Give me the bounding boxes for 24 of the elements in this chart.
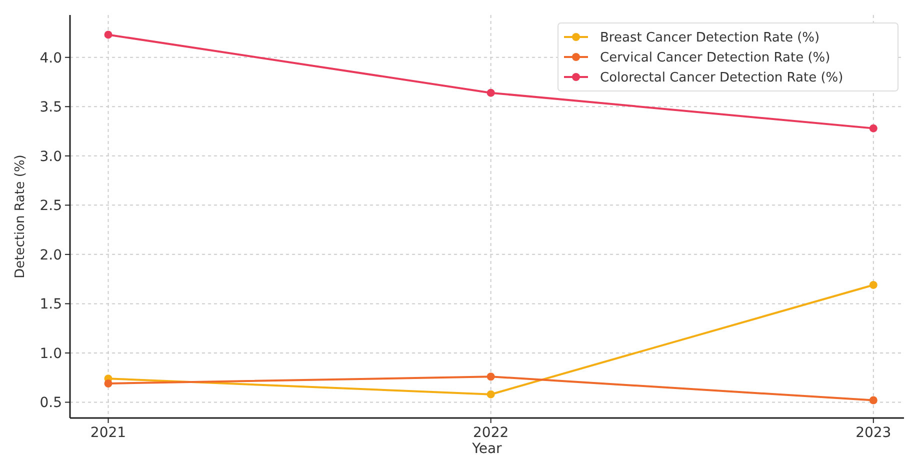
point xyxy=(104,30,112,39)
legend-label: Breast Cancer Detection Rate (%) xyxy=(600,30,820,46)
y-tick-label: 3.0 xyxy=(40,148,62,165)
point xyxy=(486,88,495,97)
y-tick-label: 1.5 xyxy=(40,296,62,313)
y-tick-label: 2.0 xyxy=(40,247,62,264)
point xyxy=(486,372,495,381)
point xyxy=(869,280,878,289)
x-tick-label: 2022 xyxy=(473,425,509,441)
point xyxy=(869,396,878,404)
y-tick-label: 2.5 xyxy=(40,198,62,214)
legend-label: Colorectal Cancer Detection Rate (%) xyxy=(600,70,844,86)
y-tick-label: 0.5 xyxy=(40,395,62,412)
point xyxy=(486,390,495,398)
x-axis-title: Year xyxy=(471,441,502,455)
legend-label: Cervical Cancer Detection Rate (%) xyxy=(600,50,830,66)
y-tick-label: 4.0 xyxy=(40,50,62,66)
y-tick-label: 3.5 xyxy=(40,100,62,116)
y-axis-title: Detection Rate (%) xyxy=(13,154,28,278)
x-tick-label: 2023 xyxy=(856,425,892,441)
y-tick-label: 1.0 xyxy=(40,346,62,362)
point xyxy=(104,380,112,388)
point xyxy=(869,124,878,132)
x-tick-label: 2021 xyxy=(90,425,126,441)
